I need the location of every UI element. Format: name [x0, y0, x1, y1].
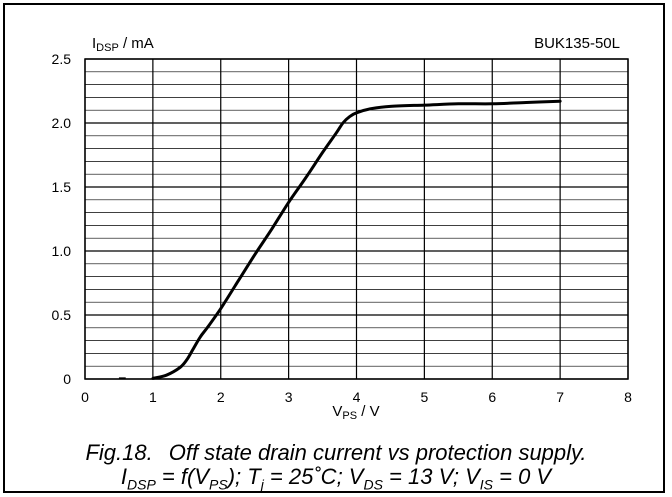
x-tick-label: 7 [556, 389, 564, 405]
x-tick-label: 1 [149, 389, 157, 405]
y-tick-label: 1.0 [52, 243, 72, 259]
axis-ticks: 0 1 2 3 4 5 6 7 8 0 0.5 1.0 1.5 2.0 2.5 [52, 51, 633, 405]
y-axis-label: IDSP / mA [92, 35, 154, 54]
figure-caption: Fig.18. Off state drain current vs protec… [0, 441, 672, 465]
y-tick-label: 0.5 [52, 307, 72, 323]
major-grid [84, 58, 629, 380]
y-tick-label: 1.5 [52, 179, 72, 195]
x-tick-label: 0 [81, 389, 89, 405]
x-tick-label: 3 [285, 389, 293, 405]
caption-fig-number: Fig.18. [85, 440, 153, 465]
series-line [151, 99, 562, 380]
part-number: BUK135-50L [534, 35, 620, 52]
y-tick-label: 0 [63, 371, 71, 387]
x-axis-label: VPS / V [332, 403, 379, 422]
caption-conditions: IDSP = f(VPS); Tj = 25˚C; VDS = 13 V; VI… [120, 464, 552, 493]
x-tick-label: 5 [420, 389, 428, 405]
figure-frame [3, 3, 665, 493]
plot-border [84, 58, 629, 380]
chart: 0 1 2 3 4 5 6 7 8 0 0.5 1.0 1.5 2.0 2.5 IDSP / mA BUK1… [52, 35, 633, 422]
x-tick-label: 8 [624, 389, 632, 405]
y-tick-label: 2.0 [52, 115, 72, 131]
x-tick-label: 6 [488, 389, 496, 405]
y-tick-label: 2.5 [52, 51, 72, 67]
x-tick-label: 2 [217, 389, 225, 405]
series-layer [118, 99, 562, 380]
caption-title: Off state drain current vs protection su… [168, 440, 587, 465]
x-tick-label: 4 [353, 389, 361, 405]
